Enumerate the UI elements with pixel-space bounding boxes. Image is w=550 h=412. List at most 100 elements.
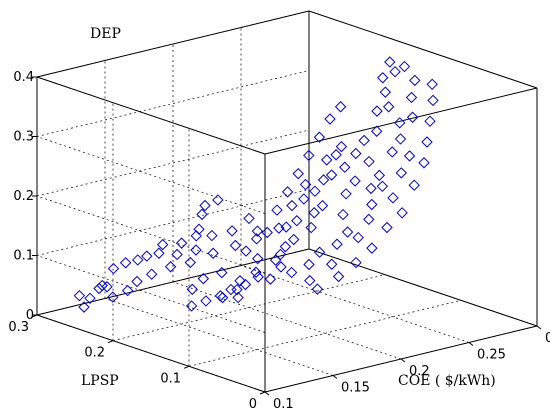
data-point xyxy=(251,225,264,237)
data-point xyxy=(379,86,392,98)
y-tick-mark xyxy=(183,365,190,369)
data-point xyxy=(339,161,351,173)
x-tick-mark xyxy=(264,391,270,396)
y-axis-label: LPSP xyxy=(81,373,119,389)
frame-edge xyxy=(36,76,266,155)
data-point xyxy=(317,174,330,186)
x-tick-label: 0.15 xyxy=(341,381,370,396)
data-point xyxy=(286,199,298,212)
data-point xyxy=(243,212,255,225)
data-point xyxy=(190,244,202,256)
data-point xyxy=(330,149,342,161)
data-point xyxy=(196,208,208,221)
data-point xyxy=(398,60,411,73)
data-point xyxy=(107,262,120,275)
data-point xyxy=(334,101,347,113)
data-point xyxy=(184,256,196,269)
z-tick-label: 0 xyxy=(26,308,34,323)
frame-edge xyxy=(308,248,538,327)
grid-line xyxy=(36,129,310,197)
data-point xyxy=(324,113,336,125)
data-point xyxy=(332,270,345,283)
y-tick-label: 0 xyxy=(249,397,257,412)
data-point xyxy=(308,207,320,219)
x-tick-mark xyxy=(332,375,338,379)
data-point xyxy=(305,221,317,234)
data-point xyxy=(387,192,399,204)
data-point xyxy=(384,56,396,68)
z-tick-label: 0.1 xyxy=(13,249,34,264)
data-point xyxy=(271,204,283,216)
data-point xyxy=(394,133,407,145)
x-tick-label: 0.2 xyxy=(409,364,430,379)
data-point xyxy=(73,289,86,302)
data-point xyxy=(250,266,262,278)
data-point xyxy=(331,238,343,250)
y-tick-mark xyxy=(107,340,114,344)
data-point xyxy=(309,185,321,197)
grid-line xyxy=(112,274,386,342)
x-axis-label: COE ( $/kWh) xyxy=(398,373,496,389)
data-point xyxy=(363,155,375,168)
data-point xyxy=(207,247,219,259)
grid-line xyxy=(36,255,266,333)
data-point xyxy=(156,238,169,251)
data-point xyxy=(251,252,264,265)
data-point xyxy=(366,198,378,211)
data-point xyxy=(206,229,218,242)
data-point xyxy=(395,167,408,179)
data-point xyxy=(371,105,383,117)
data-point xyxy=(216,266,228,279)
data-point xyxy=(232,291,244,304)
data-point xyxy=(280,221,292,233)
grid-line xyxy=(36,136,266,214)
grid-line xyxy=(36,189,310,256)
grid-line xyxy=(188,299,462,367)
data-point xyxy=(337,208,349,221)
data-point xyxy=(234,275,246,287)
data-point xyxy=(303,149,315,162)
chart-points xyxy=(73,56,439,313)
data-point xyxy=(175,237,188,249)
data-point xyxy=(389,65,401,78)
data-point xyxy=(335,140,348,153)
data-point xyxy=(381,221,393,234)
data-point xyxy=(281,186,294,198)
data-point xyxy=(316,199,329,212)
data-point xyxy=(363,213,375,226)
data-point xyxy=(403,150,416,162)
data-point xyxy=(285,266,298,279)
data-point xyxy=(193,223,205,235)
data-point xyxy=(366,242,378,254)
data-point xyxy=(349,175,361,187)
data-point xyxy=(373,169,386,182)
data-point xyxy=(350,256,362,269)
data-point xyxy=(252,271,264,283)
data-point xyxy=(409,74,421,87)
frame-edge xyxy=(36,314,266,393)
data-point xyxy=(212,194,224,206)
data-point xyxy=(264,273,277,285)
data-point xyxy=(200,295,212,307)
grid-line xyxy=(36,195,266,274)
data-point xyxy=(84,292,96,304)
data-point xyxy=(145,268,158,280)
data-point xyxy=(350,147,362,160)
data-point xyxy=(365,182,377,195)
data-point xyxy=(288,233,300,246)
chart-frame xyxy=(36,10,538,393)
z-tick-label: 0.3 xyxy=(13,130,34,145)
y-tick-mark xyxy=(259,391,266,395)
data-point xyxy=(313,246,326,258)
data-point xyxy=(239,278,252,291)
chart-grid xyxy=(36,10,538,393)
data-point xyxy=(240,245,252,257)
z-tick-label: 0.4 xyxy=(13,70,34,85)
data-point xyxy=(78,301,90,313)
data-point xyxy=(427,94,439,107)
data-point xyxy=(376,180,389,193)
data-point xyxy=(185,300,198,312)
data-point xyxy=(186,283,198,296)
data-point xyxy=(377,72,389,84)
